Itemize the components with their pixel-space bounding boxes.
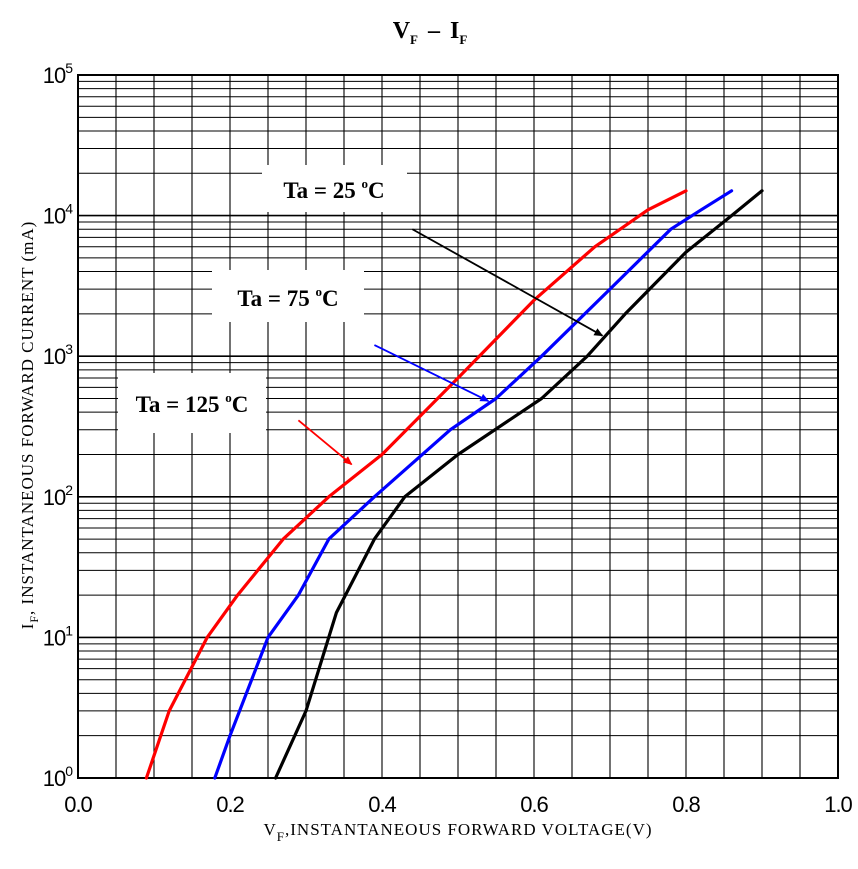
annotation-75-box — [212, 270, 364, 322]
annotation-75: Ta = 75 oC — [212, 270, 364, 322]
y-axis-label-sub: F — [27, 615, 41, 623]
x-axis-label-text: ,INSTANTANEOUS FORWARD VOLTAGE(V) — [285, 820, 653, 839]
y-tick-base: 10 — [43, 766, 66, 791]
annotation-125-text: Ta = 125 — [136, 392, 226, 417]
annotation-25: Ta = 25 oC — [262, 165, 407, 212]
annotation-25-label: Ta = 25 oC — [283, 176, 384, 203]
y-tick-base: 10 — [43, 625, 66, 650]
y-tick-label: 104 — [43, 201, 73, 229]
x-tick-label: 1.0 — [824, 792, 852, 817]
y-tick-label: 100 — [43, 763, 73, 791]
series-line-0 — [144, 189, 688, 780]
title-i-sub: F — [459, 32, 467, 47]
title-dash: – — [427, 18, 441, 44]
x-axis-label: VF,INSTANTANEOUS FORWARD VOLTAGE(V) — [263, 820, 652, 844]
x-tick-label: 0.0 — [64, 792, 92, 817]
y-axis-label: IF, INSTANTANEOUS FORWARD CURRENT (mA) — [18, 221, 41, 630]
y-axis-label-i: I — [18, 623, 37, 630]
x-tick-label: 0.4 — [368, 792, 396, 817]
x-tick-label: 0.8 — [672, 792, 700, 817]
x-tick-label: 0.6 — [520, 792, 548, 817]
y-tick-exp: 2 — [65, 482, 73, 498]
annotation-125-label: Ta = 125 oC — [136, 390, 249, 417]
annotation-75-unit: C — [322, 286, 339, 311]
y-tick-exp: 1 — [65, 622, 73, 638]
annotation-75-deg: o — [315, 284, 322, 299]
y-tick-base: 10 — [43, 204, 66, 229]
y-tick-exp: 0 — [65, 763, 73, 779]
y-axis-label-text: , INSTANTANEOUS FORWARD CURRENT (mA) — [18, 221, 37, 615]
series-line-2 — [274, 189, 764, 780]
title-v-sub: F — [410, 32, 418, 47]
y-tick-base: 10 — [43, 344, 66, 369]
x-tick-label: 0.2 — [216, 792, 244, 817]
chart-title: VF – IF — [393, 18, 468, 47]
y-tick-base: 10 — [43, 485, 66, 510]
annotation-125-box — [118, 373, 266, 433]
annotation-25-box — [262, 165, 407, 212]
annotation-75-label: Ta = 75 oC — [237, 284, 338, 311]
y-tick-label: 105 — [43, 60, 73, 88]
y-tick-exp: 4 — [65, 201, 73, 217]
annotation-arrow-1 — [374, 344, 490, 402]
y-tick-label: 103 — [43, 341, 73, 369]
annotation-125: Ta = 125 oC — [118, 373, 266, 433]
series-line-1 — [213, 189, 734, 780]
annotation-25-deg: o — [361, 176, 368, 191]
y-tick-label: 101 — [43, 622, 73, 650]
annotation-125-deg: o — [225, 390, 232, 405]
annotation-25-unit: C — [368, 178, 385, 203]
y-tick-exp: 3 — [65, 341, 73, 357]
x-axis-label-sub: F — [277, 829, 285, 844]
y-tick-label: 102 — [43, 482, 73, 510]
x-axis-label-v: V — [263, 820, 276, 839]
plot-frame — [77, 74, 839, 779]
title-i: I — [450, 18, 459, 44]
series-layer — [144, 189, 764, 780]
y-tick-base: 10 — [43, 63, 66, 88]
annotation-arrow-2 — [297, 419, 353, 466]
annotation-25-text: Ta = 25 — [283, 178, 361, 203]
y-tick-exp: 5 — [65, 60, 73, 76]
annotation-75-text: Ta = 75 — [237, 286, 315, 311]
arrow-layer — [297, 228, 604, 466]
annotation-arrow-0 — [411, 228, 604, 337]
title-v: V — [393, 18, 411, 44]
annotation-125-unit: C — [232, 392, 249, 417]
